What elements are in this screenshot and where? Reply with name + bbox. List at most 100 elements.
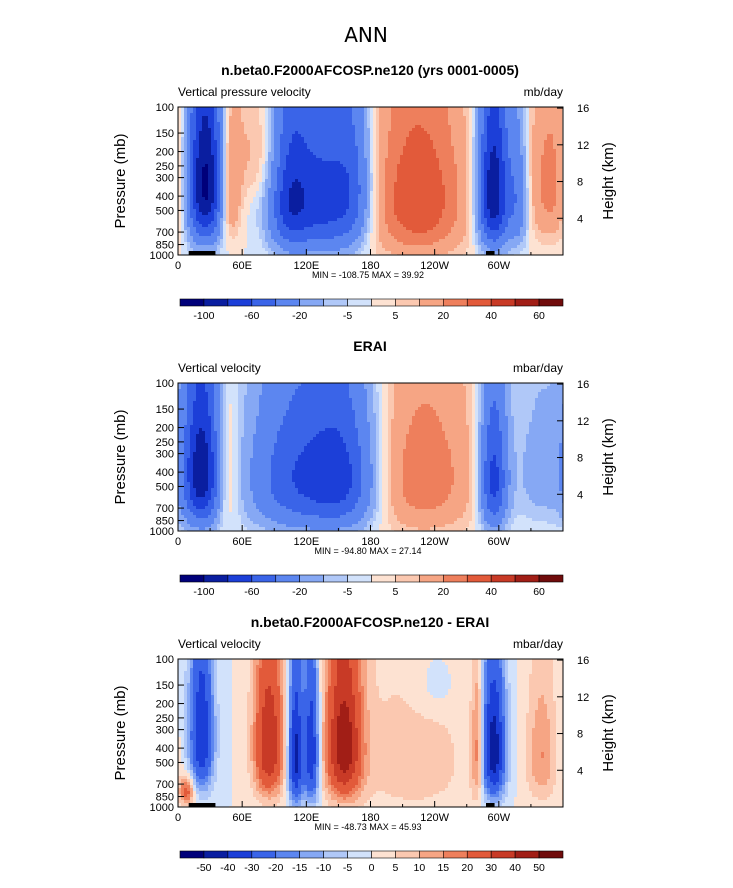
heatmap-cell bbox=[406, 209, 410, 213]
heatmap-cell bbox=[328, 239, 332, 243]
heatmap-cell bbox=[232, 206, 236, 210]
heatmap-cell bbox=[373, 233, 377, 237]
heatmap-cell bbox=[244, 200, 248, 204]
heatmap-cell bbox=[280, 149, 284, 153]
heatmap-cell bbox=[283, 230, 287, 234]
heatmap-cell bbox=[274, 206, 278, 210]
heatmap-cell bbox=[211, 113, 215, 117]
heatmap-cell bbox=[457, 242, 461, 246]
heatmap-cell bbox=[394, 185, 398, 189]
heatmap-cell bbox=[307, 239, 311, 243]
heatmap-cell bbox=[424, 233, 428, 237]
heatmap-cell bbox=[406, 176, 410, 180]
heatmap-cell bbox=[409, 143, 413, 147]
heatmap-cell bbox=[271, 170, 275, 174]
heatmap-cell bbox=[418, 122, 422, 126]
heatmap-cell bbox=[343, 137, 347, 141]
heatmap-cell bbox=[403, 182, 407, 186]
heatmap-cell bbox=[277, 206, 281, 210]
heatmap-cell bbox=[214, 194, 218, 198]
heatmap-cell bbox=[442, 176, 446, 180]
heatmap-cell bbox=[346, 224, 350, 228]
heatmap-cell bbox=[253, 119, 257, 123]
heatmap-cell bbox=[382, 164, 386, 168]
heatmap-cell bbox=[256, 143, 260, 147]
heatmap-cell bbox=[190, 176, 194, 180]
heatmap-cell bbox=[226, 239, 230, 243]
heatmap-cell bbox=[214, 203, 218, 207]
heatmap-cell bbox=[319, 110, 323, 114]
heatmap-cell bbox=[343, 128, 347, 132]
heatmap-cell bbox=[409, 206, 413, 210]
heatmap-cell bbox=[328, 251, 332, 255]
heatmap-cell bbox=[469, 170, 473, 174]
heatmap-cell bbox=[271, 197, 275, 201]
heatmap-cell bbox=[439, 191, 443, 195]
heatmap-cell bbox=[316, 227, 320, 231]
heatmap-cell bbox=[250, 122, 254, 126]
heatmap-cell bbox=[448, 203, 452, 207]
heatmap-cell bbox=[214, 251, 218, 255]
heatmap-cell bbox=[196, 239, 200, 243]
heatmap-cell bbox=[316, 236, 320, 240]
heatmap-cell bbox=[349, 152, 353, 156]
heatmap-cell bbox=[241, 194, 245, 198]
heatmap-cell bbox=[424, 176, 428, 180]
heatmap-cell bbox=[256, 167, 260, 171]
heatmap-cell bbox=[415, 125, 419, 129]
heatmap-cell bbox=[388, 173, 392, 177]
heatmap-cell bbox=[244, 107, 248, 111]
heatmap-cell bbox=[202, 173, 206, 177]
heatmap-cell bbox=[268, 170, 272, 174]
heatmap-cell bbox=[319, 140, 323, 144]
heatmap-cell bbox=[403, 110, 407, 114]
heatmap-cell bbox=[427, 152, 431, 156]
heatmap-cell bbox=[424, 164, 428, 168]
heatmap-cell bbox=[355, 146, 359, 150]
heatmap-cell bbox=[205, 110, 209, 114]
heatmap-cell bbox=[463, 218, 467, 222]
heatmap-cell bbox=[409, 224, 413, 228]
heatmap-cell bbox=[418, 161, 422, 165]
heatmap-cell bbox=[469, 233, 473, 237]
heatmap-cell bbox=[433, 245, 437, 249]
heatmap-cell bbox=[427, 170, 431, 174]
heatmap-cell bbox=[208, 233, 212, 237]
heatmap-cell bbox=[262, 200, 266, 204]
heatmap-cell bbox=[301, 119, 305, 123]
heatmap-cell bbox=[442, 185, 446, 189]
heatmap-cell bbox=[436, 185, 440, 189]
heatmap-cell bbox=[283, 209, 287, 213]
heatmap-cell bbox=[271, 110, 275, 114]
heatmap-cell bbox=[442, 209, 446, 213]
heatmap-cell bbox=[190, 203, 194, 207]
heatmap-cell bbox=[388, 230, 392, 234]
heatmap-cell bbox=[391, 170, 395, 174]
heatmap-cell bbox=[436, 218, 440, 222]
heatmap-cell bbox=[463, 113, 467, 117]
heatmap-cell bbox=[454, 146, 458, 150]
heatmap-cell bbox=[265, 236, 269, 240]
heatmap-cell bbox=[211, 233, 215, 237]
heatmap-cell bbox=[472, 173, 476, 177]
heatmap-cell bbox=[259, 200, 263, 204]
heatmap-cell bbox=[427, 179, 431, 183]
heatmap-cell bbox=[247, 191, 251, 195]
heatmap-cell bbox=[439, 236, 443, 240]
heatmap-cell bbox=[226, 179, 230, 183]
heatmap-cell bbox=[349, 143, 353, 147]
heatmap-cell bbox=[319, 194, 323, 198]
heatmap-cell bbox=[373, 167, 377, 171]
heatmap-cell bbox=[427, 191, 431, 195]
heatmap-cell bbox=[307, 203, 311, 207]
heatmap-cell bbox=[235, 131, 239, 135]
heatmap-cell bbox=[406, 242, 410, 246]
heatmap-cell bbox=[346, 215, 350, 219]
heatmap-cell bbox=[448, 215, 452, 219]
heatmap-cell bbox=[220, 176, 224, 180]
heatmap-cell bbox=[448, 218, 452, 222]
heatmap-cell bbox=[262, 146, 266, 150]
heatmap-cell bbox=[376, 185, 380, 189]
heatmap-cell bbox=[250, 158, 254, 162]
heatmap-cell bbox=[430, 197, 434, 201]
